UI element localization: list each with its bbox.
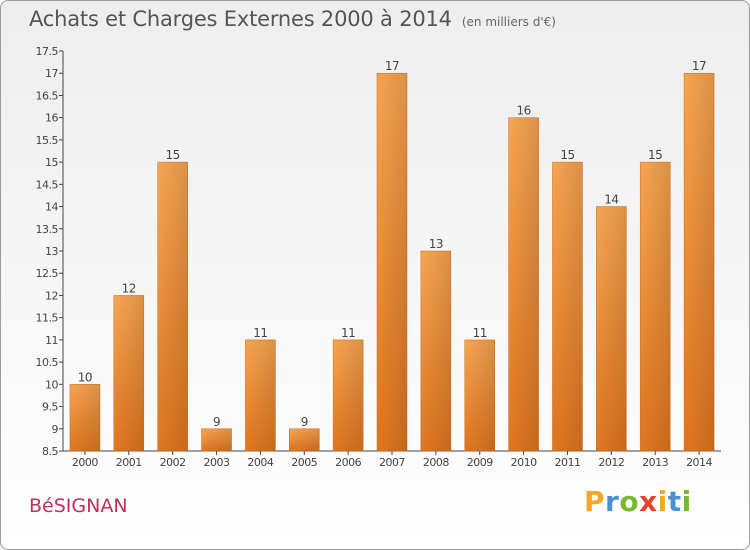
x-tick-label: 2002 bbox=[160, 456, 186, 469]
bar-value-label: 17 bbox=[385, 59, 399, 73]
bar-shade bbox=[157, 162, 188, 451]
logo-letter: P bbox=[584, 485, 606, 518]
y-tick-label: 11.5 bbox=[36, 312, 59, 325]
bar-shade bbox=[684, 73, 715, 451]
y-tick-label: 12.5 bbox=[36, 267, 59, 280]
x-tick-label: 2005 bbox=[291, 456, 317, 469]
logo-letter: x bbox=[639, 485, 658, 518]
y-tick-label: 16.5 bbox=[36, 89, 59, 102]
x-tick-label: 2010 bbox=[511, 456, 537, 469]
bar-value-label: 11 bbox=[253, 326, 267, 340]
y-tick-label: 10 bbox=[45, 378, 58, 391]
chart-unit: (en milliers d'€) bbox=[461, 15, 556, 29]
chart-title-text: Achats et Charges Externes 2000 à 2014 bbox=[29, 7, 452, 31]
bar-shade bbox=[113, 295, 144, 451]
bar-shade bbox=[552, 162, 583, 451]
bar-shade bbox=[69, 384, 100, 451]
x-tick-label: 2011 bbox=[554, 456, 580, 469]
x-tick-label: 2003 bbox=[204, 456, 230, 469]
proxiti-logo: Proxiti bbox=[584, 485, 692, 518]
bar-shade bbox=[596, 206, 627, 451]
bar-value-label: 15 bbox=[560, 148, 574, 162]
chart-title: Achats et Charges Externes 2000 à 2014 (e… bbox=[29, 7, 556, 31]
bar-shade bbox=[333, 339, 364, 451]
bar-value-label: 15 bbox=[166, 148, 180, 162]
bar-shade bbox=[289, 428, 320, 451]
chart-data-labels: 10 12 15 9 11 9 11 17 13 11 16 15 14 15 17 bbox=[78, 59, 707, 429]
x-tick-label: 2014 bbox=[686, 456, 712, 469]
y-tick-label: 9 bbox=[52, 423, 59, 436]
bar-shade bbox=[245, 339, 276, 451]
logo-letter: t bbox=[667, 485, 682, 518]
y-tick-label: 13 bbox=[45, 245, 58, 258]
chart-axes: 8.599.51010.51111.51212.51313.51414.5151… bbox=[36, 45, 721, 469]
logo-letter: i bbox=[681, 485, 692, 518]
bar-value-label: 12 bbox=[122, 281, 136, 295]
bar-value-label: 15 bbox=[648, 148, 662, 162]
bar-value-label: 9 bbox=[213, 415, 220, 429]
logo-letter: i bbox=[657, 485, 668, 518]
bar-value-label: 16 bbox=[516, 104, 530, 118]
y-tick-label: 14.5 bbox=[36, 178, 59, 191]
bar-value-label: 10 bbox=[78, 370, 92, 384]
x-tick-label: 2001 bbox=[116, 456, 142, 469]
bar-shade bbox=[420, 251, 451, 451]
y-tick-label: 14 bbox=[45, 201, 58, 214]
bar-value-label: 13 bbox=[429, 237, 443, 251]
x-tick-label: 2012 bbox=[598, 456, 624, 469]
y-tick-label: 11 bbox=[45, 334, 58, 347]
y-tick-label: 13.5 bbox=[36, 223, 59, 236]
x-tick-label: 2000 bbox=[72, 456, 98, 469]
y-tick-label: 15.5 bbox=[36, 134, 59, 147]
y-tick-label: 10.5 bbox=[36, 356, 59, 369]
bar-value-label: 14 bbox=[604, 193, 618, 207]
logo-letter: o bbox=[619, 485, 640, 518]
chart-bars bbox=[69, 72, 715, 452]
bar-shade bbox=[377, 73, 407, 451]
y-tick-label: 8.5 bbox=[42, 445, 58, 458]
x-tick-label: 2009 bbox=[467, 456, 493, 469]
x-tick-label: 2013 bbox=[642, 456, 668, 469]
logo-letter: r bbox=[605, 485, 620, 518]
y-tick-label: 16 bbox=[45, 112, 58, 125]
y-tick-label: 17 bbox=[45, 67, 58, 80]
x-tick-label: 2006 bbox=[335, 456, 361, 469]
bar-shade bbox=[464, 339, 495, 451]
y-tick-label: 12 bbox=[45, 289, 58, 302]
bar-value-label: 9 bbox=[301, 415, 308, 429]
y-tick-label: 15 bbox=[45, 156, 58, 169]
y-tick-label: 9.5 bbox=[42, 401, 58, 414]
x-tick-label: 2007 bbox=[379, 456, 405, 469]
bar-shade bbox=[640, 162, 671, 451]
y-tick-label: 17.5 bbox=[36, 45, 59, 58]
bar-value-label: 17 bbox=[692, 59, 706, 73]
place-name: BéSIGNAN bbox=[29, 495, 128, 517]
bar-shade bbox=[201, 428, 232, 451]
bar-shade bbox=[508, 117, 539, 452]
x-tick-label: 2004 bbox=[247, 456, 273, 469]
bar-value-label: 11 bbox=[341, 326, 355, 340]
x-tick-label: 2008 bbox=[423, 456, 449, 469]
bar-value-label: 11 bbox=[473, 326, 487, 340]
